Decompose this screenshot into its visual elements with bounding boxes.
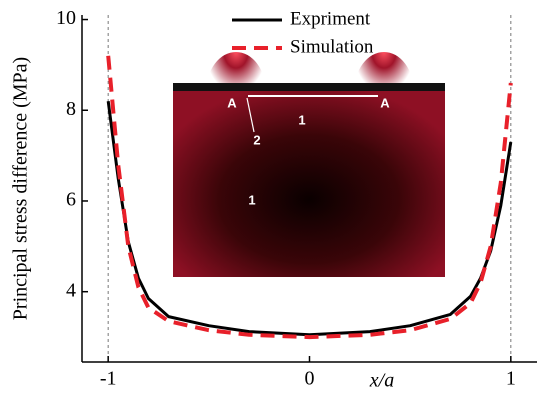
y-tick-label: 8: [66, 98, 76, 120]
y-tick-label: 4: [66, 279, 76, 301]
y-tick-label: 10: [56, 7, 76, 29]
inset-label: 1: [248, 192, 255, 207]
x-axis-label: x/a: [369, 370, 394, 392]
y-axis-label: Principal stress difference (MPa): [10, 57, 32, 320]
legend-label: Expriment: [290, 8, 371, 29]
inset-label: 2: [253, 132, 260, 147]
x-tick-label: -1: [100, 368, 117, 390]
inset-label: A: [227, 95, 237, 110]
legend-label: Simulation: [290, 36, 374, 57]
inset-image: [173, 52, 445, 277]
inset-label: 1: [298, 112, 305, 127]
y-tick-label: 6: [66, 189, 76, 211]
page: {"chart_data": {"type": "line", "xlabel"…: [0, 0, 539, 398]
inset-label: A: [380, 95, 390, 110]
x-tick-label: 1: [506, 368, 516, 390]
x-tick-label: 0: [305, 368, 315, 390]
chart: A A 1 2 1 4 6 8 10 -1 0 1 x/a Principal stress diffe…: [0, 0, 539, 398]
